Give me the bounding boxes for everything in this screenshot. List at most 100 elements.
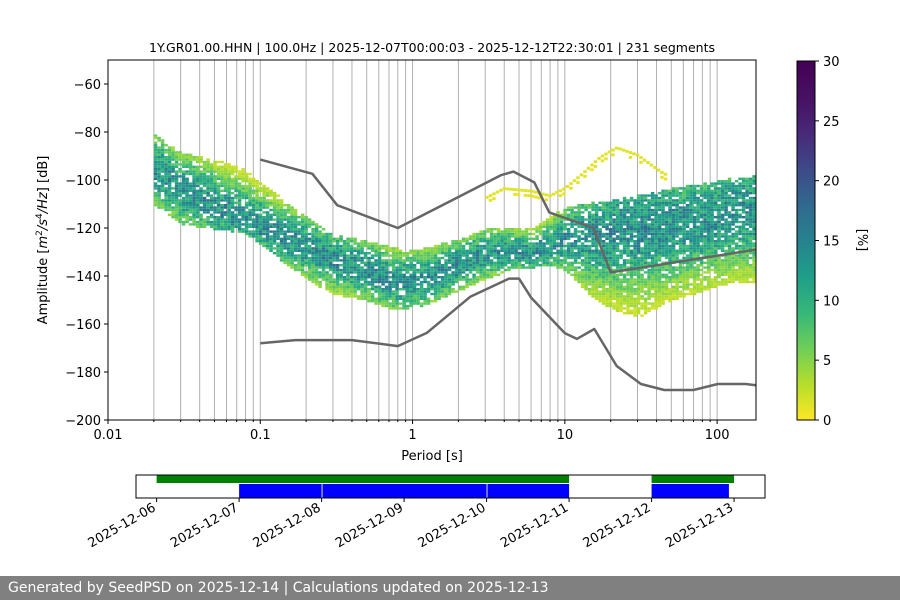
- density-cell: [745, 204, 749, 207]
- density-cell: [195, 184, 200, 188]
- density-cell: [370, 278, 375, 281]
- density-cell: [328, 261, 333, 264]
- density-cell: [524, 259, 529, 262]
- density-cell: [426, 302, 431, 305]
- density-cell: [160, 180, 165, 183]
- density-cell: [356, 295, 361, 298]
- density-cell: [745, 230, 749, 233]
- density-cell: [706, 264, 711, 267]
- density-cell: [244, 228, 249, 231]
- density-cell: [741, 244, 746, 248]
- density-cell: [640, 278, 644, 281]
- density-cell: [696, 213, 700, 216]
- density-cell: [678, 211, 683, 214]
- density-cell: [374, 302, 378, 305]
- density-cell: [552, 235, 557, 238]
- density-cell: [738, 201, 742, 204]
- density-cell: [664, 249, 669, 252]
- density-cell: [636, 261, 641, 264]
- density-cell: [164, 206, 168, 209]
- density-cell: [703, 252, 707, 255]
- density-cell: [300, 225, 305, 228]
- density-cell: [524, 254, 529, 257]
- density-cell: [685, 273, 690, 276]
- density-cell: [447, 252, 452, 255]
- density-cell: [493, 254, 497, 257]
- density-cell: [433, 285, 438, 288]
- density-cell: [489, 230, 494, 233]
- density-cell: [157, 175, 161, 178]
- density-cell: [591, 285, 595, 288]
- density-cell: [402, 273, 406, 276]
- x-tick-label: 0.01: [94, 428, 123, 443]
- density-cell: [724, 201, 728, 204]
- density-cell: [678, 249, 683, 252]
- density-cell: [255, 196, 259, 200]
- density-cell: [206, 160, 210, 164]
- density-cell: [605, 247, 609, 250]
- density-cell: [622, 237, 627, 240]
- density-cell: [640, 237, 644, 240]
- density-cell: [209, 182, 214, 185]
- density-cell: [636, 244, 641, 248]
- density-cell: [181, 160, 186, 164]
- density-cell: [548, 194, 552, 198]
- density-cell: [605, 244, 609, 248]
- density-cell: [304, 276, 308, 279]
- density-cell: [587, 223, 592, 226]
- density-cell: [185, 163, 189, 166]
- density-cell: [608, 300, 613, 303]
- density-cell: [608, 216, 613, 219]
- density-cell: [591, 290, 595, 293]
- density-cell: [468, 252, 473, 255]
- density-cell: [307, 247, 312, 250]
- density-cell: [703, 220, 707, 224]
- density-cell: [668, 300, 672, 303]
- density-cell: [650, 283, 655, 286]
- density-cell: [213, 208, 217, 212]
- density-cell: [692, 288, 697, 291]
- density-cell: [591, 242, 595, 245]
- density-cell: [671, 213, 676, 216]
- density-cell: [591, 230, 595, 233]
- density-cell: [594, 268, 599, 272]
- density-cell: [353, 290, 357, 293]
- density-cell: [510, 249, 515, 252]
- density-cell: [678, 206, 683, 209]
- density-cell: [234, 223, 238, 226]
- density-cell: [573, 206, 578, 209]
- density-cell: [657, 256, 662, 260]
- density-cell: [717, 242, 721, 245]
- density-cell: [577, 225, 581, 228]
- density-cell: [654, 254, 658, 257]
- density-cell: [622, 273, 627, 276]
- density-cell: [472, 268, 476, 272]
- density-cell: [192, 182, 196, 185]
- density-cell: [388, 254, 392, 257]
- density-cell: [713, 242, 718, 245]
- density-cell: [612, 247, 616, 250]
- density-cell: [692, 268, 697, 272]
- density-cell: [388, 290, 392, 293]
- density-cell: [535, 237, 539, 240]
- density-cell: [657, 206, 662, 209]
- density-cell: [654, 278, 658, 281]
- density-cell: [668, 232, 672, 236]
- density-cell: [626, 208, 630, 212]
- density-cell: [587, 213, 592, 216]
- density-cell: [745, 235, 749, 238]
- density-cell: [717, 216, 721, 219]
- density-cell: [748, 232, 753, 236]
- density-cell: [689, 273, 693, 276]
- density-cell: [724, 280, 728, 284]
- density-cell: [185, 153, 189, 156]
- density-cell: [416, 249, 420, 252]
- density-cell: [314, 271, 319, 274]
- density-cell: [545, 256, 550, 260]
- density-cell: [188, 158, 193, 161]
- density-cell: [622, 216, 627, 219]
- density-cell: [622, 300, 627, 303]
- density-cell: [699, 268, 704, 272]
- density-cell: [566, 244, 571, 248]
- density-cell: [668, 288, 672, 291]
